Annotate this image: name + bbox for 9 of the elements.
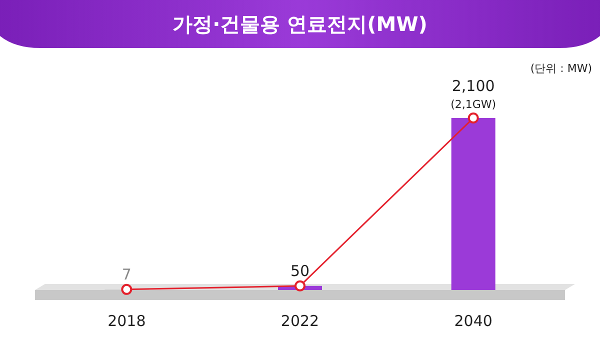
data-label: 7 [122, 265, 132, 284]
x-tick-label: 2022 [280, 312, 320, 330]
data-label: 2,100 [452, 77, 495, 95]
chart-title: 가정·건물용 연료전지(MW) [172, 12, 428, 36]
x-tick-label: 2018 [108, 312, 146, 330]
data-label: 50 [290, 262, 310, 280]
x-tick-label: 2040 [454, 312, 492, 330]
text: (단위 : MW) [530, 62, 592, 75]
annotation: (2,1GW) [450, 98, 496, 111]
